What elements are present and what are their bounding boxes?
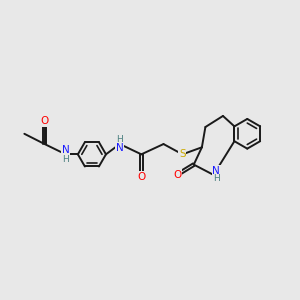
Text: N: N: [212, 166, 220, 176]
Text: O: O: [40, 116, 49, 126]
Text: N: N: [116, 143, 124, 153]
Text: O: O: [137, 172, 146, 182]
Text: H: H: [62, 155, 69, 164]
Text: N: N: [62, 145, 70, 155]
Text: H: H: [116, 135, 123, 144]
Text: H: H: [213, 174, 220, 183]
Text: S: S: [179, 149, 186, 159]
Text: O: O: [173, 170, 181, 180]
